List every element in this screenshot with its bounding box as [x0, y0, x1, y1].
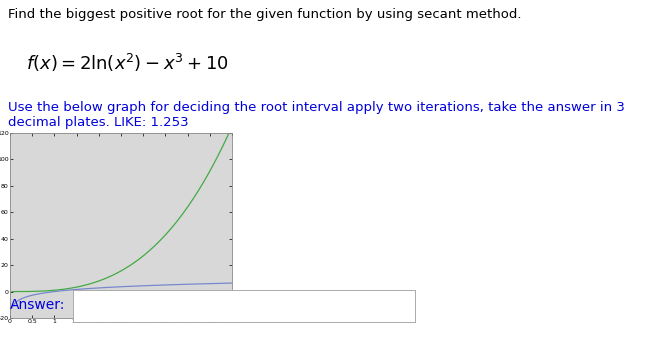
Text: $f(x) = 2\ln(x^2) - x^3 + 10$: $f(x) = 2\ln(x^2) - x^3 + 10$ — [26, 52, 228, 74]
Text: Answer:: Answer: — [10, 298, 66, 312]
Text: Find the biggest positive root for the given function by using secant method.: Find the biggest positive root for the g… — [8, 8, 521, 22]
Text: Use the below graph for deciding the root interval apply two iterations, take th: Use the below graph for deciding the roo… — [8, 101, 625, 129]
